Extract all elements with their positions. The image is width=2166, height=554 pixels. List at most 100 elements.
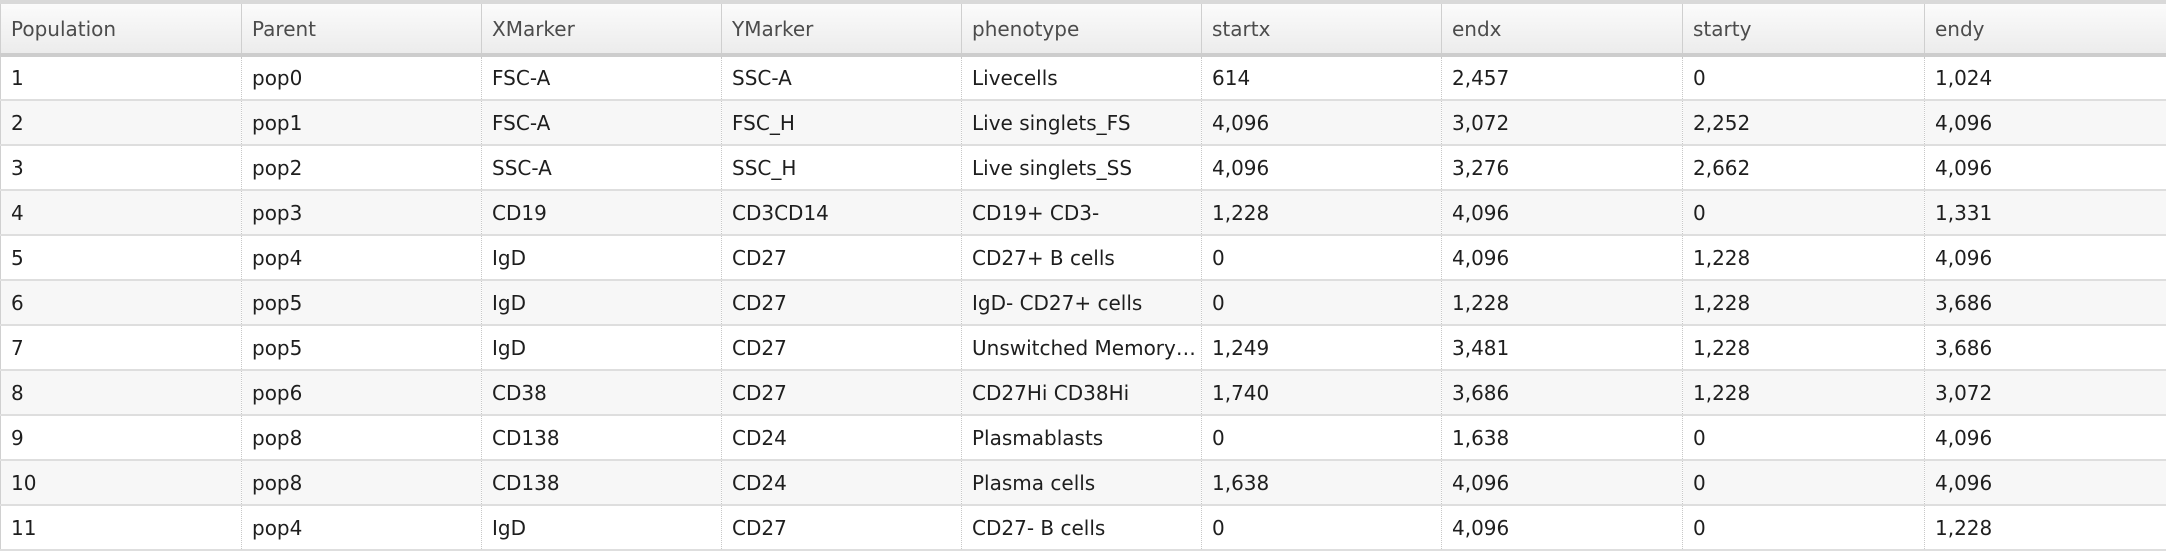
cell-startx[interactable]: 0	[1201, 505, 1442, 551]
cell-endy[interactable]: 1,228	[1924, 505, 2166, 551]
column-header-phenotype[interactable]: phenotype	[961, 0, 1202, 57]
cell-population[interactable]: 8	[0, 370, 242, 416]
cell-phenotype[interactable]: Unswitched Memory…	[961, 325, 1202, 371]
cell-endy[interactable]: 4,096	[1924, 100, 2166, 146]
table-row[interactable]: 2 pop1 FSC-A FSC_H Live singlets_FS 4,096 3,07…	[0, 100, 2166, 146]
cell-parent[interactable]: pop5	[241, 325, 482, 371]
table-row[interactable]: 3 pop2 SSC-A SSC_H Live singlets_SS 4,096 3,27…	[0, 145, 2166, 191]
cell-startx[interactable]: 4,096	[1201, 100, 1442, 146]
column-header-xmarker[interactable]: XMarker	[481, 0, 722, 57]
cell-xmarker[interactable]: SSC-A	[481, 145, 722, 191]
cell-parent[interactable]: pop8	[241, 460, 482, 506]
cell-parent[interactable]: pop4	[241, 505, 482, 551]
cell-endx[interactable]: 2,457	[1441, 55, 1683, 101]
cell-startx[interactable]: 614	[1201, 55, 1442, 101]
cell-endx[interactable]: 4,096	[1441, 505, 1683, 551]
cell-parent[interactable]: pop4	[241, 235, 482, 281]
cell-ymarker[interactable]: CD24	[721, 415, 962, 461]
cell-phenotype[interactable]: IgD- CD27+ cells	[961, 280, 1202, 326]
cell-xmarker[interactable]: IgD	[481, 505, 722, 551]
cell-startx[interactable]: 0	[1201, 415, 1442, 461]
cell-ymarker[interactable]: SSC-A	[721, 55, 962, 101]
cell-endy[interactable]: 3,686	[1924, 280, 2166, 326]
table-row[interactable]: 5 pop4 IgD CD27 CD27+ B cells 0 4,096 1,228 4,09…	[0, 235, 2166, 281]
cell-startx[interactable]: 1,638	[1201, 460, 1442, 506]
cell-starty[interactable]: 1,228	[1682, 325, 1925, 371]
cell-endx[interactable]: 4,096	[1441, 460, 1683, 506]
cell-ymarker[interactable]: CD3CD14	[721, 190, 962, 236]
cell-population[interactable]: 3	[0, 145, 242, 191]
cell-endy[interactable]: 1,331	[1924, 190, 2166, 236]
cell-ymarker[interactable]: FSC_H	[721, 100, 962, 146]
cell-population[interactable]: 5	[0, 235, 242, 281]
cell-phenotype[interactable]: Live singlets_FS	[961, 100, 1202, 146]
cell-endy[interactable]: 1,024	[1924, 55, 2166, 101]
cell-xmarker[interactable]: IgD	[481, 280, 722, 326]
cell-startx[interactable]: 0	[1201, 235, 1442, 281]
cell-endx[interactable]: 3,276	[1441, 145, 1683, 191]
cell-phenotype[interactable]: Livecells	[961, 55, 1202, 101]
cell-phenotype[interactable]: CD27- B cells	[961, 505, 1202, 551]
cell-phenotype[interactable]: CD19+ CD3-	[961, 190, 1202, 236]
cell-xmarker[interactable]: FSC-A	[481, 55, 722, 101]
cell-ymarker[interactable]: CD27	[721, 370, 962, 416]
cell-endx[interactable]: 1,638	[1441, 415, 1683, 461]
cell-population[interactable]: 9	[0, 415, 242, 461]
column-header-starty[interactable]: starty	[1682, 0, 1925, 57]
cell-phenotype[interactable]: CD27+ B cells	[961, 235, 1202, 281]
table-row[interactable]: 8 pop6 CD38 CD27 CD27Hi CD38Hi 1,740 3,686 1,22…	[0, 370, 2166, 416]
cell-endy[interactable]: 3,072	[1924, 370, 2166, 416]
cell-parent[interactable]: pop8	[241, 415, 482, 461]
cell-parent[interactable]: pop5	[241, 280, 482, 326]
cell-xmarker[interactable]: IgD	[481, 325, 722, 371]
cell-endx[interactable]: 3,686	[1441, 370, 1683, 416]
cell-starty[interactable]: 0	[1682, 460, 1925, 506]
cell-phenotype[interactable]: CD27Hi CD38Hi	[961, 370, 1202, 416]
cell-xmarker[interactable]: CD138	[481, 460, 722, 506]
cell-population[interactable]: 4	[0, 190, 242, 236]
cell-population[interactable]: 10	[0, 460, 242, 506]
cell-endy[interactable]: 4,096	[1924, 235, 2166, 281]
cell-starty[interactable]: 1,228	[1682, 235, 1925, 281]
column-header-parent[interactable]: Parent	[241, 0, 482, 57]
cell-xmarker[interactable]: IgD	[481, 235, 722, 281]
table-row[interactable]: 1 pop0 FSC-A SSC-A Livecells 614 2,457 0 1,024	[0, 55, 2166, 101]
table-row[interactable]: 6 pop5 IgD CD27 IgD- CD27+ cells 0 1,228 1,228 3…	[0, 280, 2166, 326]
cell-endx[interactable]: 3,072	[1441, 100, 1683, 146]
cell-ymarker[interactable]: CD24	[721, 460, 962, 506]
cell-parent[interactable]: pop3	[241, 190, 482, 236]
cell-starty[interactable]: 0	[1682, 415, 1925, 461]
cell-ymarker[interactable]: CD27	[721, 325, 962, 371]
cell-population[interactable]: 7	[0, 325, 242, 371]
cell-xmarker[interactable]: CD19	[481, 190, 722, 236]
column-header-ymarker[interactable]: YMarker	[721, 0, 962, 57]
cell-starty[interactable]: 0	[1682, 55, 1925, 101]
cell-population[interactable]: 2	[0, 100, 242, 146]
cell-population[interactable]: 11	[0, 505, 242, 551]
table-row[interactable]: 9 pop8 CD138 CD24 Plasmablasts 0 1,638 0 4,096	[0, 415, 2166, 461]
cell-ymarker[interactable]: CD27	[721, 280, 962, 326]
cell-population[interactable]: 1	[0, 55, 242, 101]
cell-endx[interactable]: 1,228	[1441, 280, 1683, 326]
cell-ymarker[interactable]: CD27	[721, 505, 962, 551]
table-row[interactable]: 10 pop8 CD138 CD24 Plasma cells 1,638 4,096 0 4,…	[0, 460, 2166, 506]
cell-startx[interactable]: 4,096	[1201, 145, 1442, 191]
cell-endy[interactable]: 4,096	[1924, 460, 2166, 506]
cell-startx[interactable]: 0	[1201, 280, 1442, 326]
cell-starty[interactable]: 1,228	[1682, 370, 1925, 416]
cell-ymarker[interactable]: CD27	[721, 235, 962, 281]
cell-starty[interactable]: 0	[1682, 505, 1925, 551]
cell-phenotype[interactable]: Live singlets_SS	[961, 145, 1202, 191]
cell-endx[interactable]: 4,096	[1441, 235, 1683, 281]
cell-phenotype[interactable]: Plasmablasts	[961, 415, 1202, 461]
cell-population[interactable]: 6	[0, 280, 242, 326]
cell-startx[interactable]: 1,740	[1201, 370, 1442, 416]
table-row[interactable]: 11 pop4 IgD CD27 CD27- B cells 0 4,096 0 1,228	[0, 505, 2166, 551]
cell-starty[interactable]: 2,252	[1682, 100, 1925, 146]
column-header-endx[interactable]: endx	[1441, 0, 1683, 57]
cell-xmarker[interactable]: CD138	[481, 415, 722, 461]
cell-starty[interactable]: 1,228	[1682, 280, 1925, 326]
table-row[interactable]: 4 pop3 CD19 CD3CD14 CD19+ CD3- 1,228 4,096 0 1,3…	[0, 190, 2166, 236]
cell-startx[interactable]: 1,228	[1201, 190, 1442, 236]
cell-phenotype[interactable]: Plasma cells	[961, 460, 1202, 506]
